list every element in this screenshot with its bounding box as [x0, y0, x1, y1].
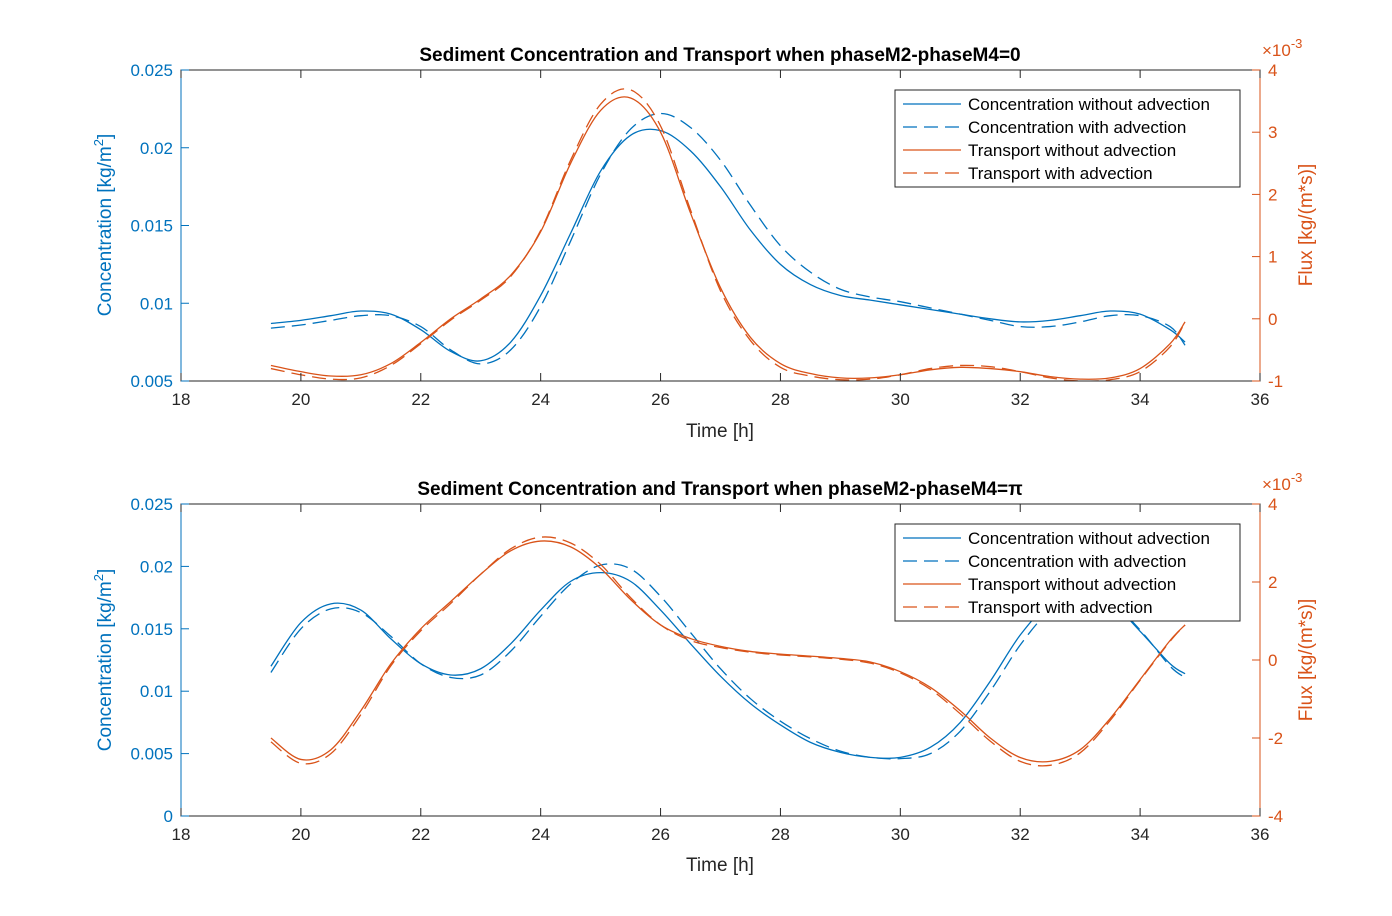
x-tick-label: 34 [1131, 390, 1150, 409]
x-ticks: 18 20 22 24 26 28 30 32 34 36 [172, 70, 1270, 409]
x-tick-label: 26 [651, 825, 670, 844]
x-tick-label: 18 [172, 825, 191, 844]
y-right-tick-label: 0 [1268, 651, 1277, 670]
y-left-label-close: ] [95, 569, 116, 574]
legend-entry: Transport with advection [968, 164, 1153, 183]
y-left-ticks: 0 0.005 0.01 0.015 0.02 0.025 [130, 495, 189, 826]
x-tick-label: 20 [291, 390, 310, 409]
x-tick-label: 24 [531, 390, 550, 409]
y-left-tick-label: 0.02 [140, 557, 173, 576]
y-right-tick-label: 2 [1268, 573, 1277, 592]
exponent-power: -3 [1291, 36, 1303, 51]
series-line-0 [270, 128, 1186, 362]
chart-title: Sediment Concentration and Transport whe… [419, 45, 1020, 66]
y-left-label-sup: 2 [91, 139, 106, 146]
x-tick-label: 24 [531, 825, 550, 844]
y-left-axis-label: Concentration [kg/m2] [91, 134, 116, 317]
x-tick-label: 22 [411, 390, 430, 409]
y-left-label-sup: 2 [91, 574, 106, 581]
x-tick-label: 20 [291, 825, 310, 844]
x-tick-label: 30 [891, 825, 910, 844]
x-ticks: 18 20 22 24 26 28 30 32 34 36 [172, 504, 1270, 844]
y-right-ticks: -1 0 1 2 3 4 [1252, 61, 1283, 391]
x-tick-label: 34 [1131, 825, 1150, 844]
y-right-tick-label: -1 [1268, 372, 1283, 391]
x-axis-label: Time [h] [686, 421, 754, 442]
legend-entry: Transport without advection [968, 141, 1176, 160]
y-left-tick-label: 0.01 [140, 294, 173, 313]
series-line-3 [270, 88, 1186, 381]
y-left-axis-label: Concentration [kg/m2] [91, 569, 116, 752]
x-tick-label: 32 [1011, 390, 1030, 409]
y-left-tick-label: 0.025 [130, 61, 173, 80]
y-right-tick-label: 1 [1268, 248, 1277, 267]
x-tick-label: 26 [651, 390, 670, 409]
x-tick-label: 28 [771, 825, 790, 844]
exponent-power: -3 [1291, 470, 1303, 485]
x-tick-label: 32 [1011, 825, 1030, 844]
y-left-tick-label: 0.01 [140, 682, 173, 701]
series-line-3 [270, 536, 1186, 767]
y-right-tick-label: 2 [1268, 185, 1277, 204]
legend: Concentration without advection Concentra… [894, 523, 1241, 622]
y-right-tick-label: 4 [1268, 61, 1277, 80]
x-tick-label: 36 [1251, 825, 1270, 844]
series-layer [270, 88, 1186, 381]
chart-top: Sediment Concentration and Transport whe… [91, 36, 1317, 442]
y-left-tick-label: 0.005 [130, 372, 173, 391]
x-tick-label: 22 [411, 825, 430, 844]
y-right-ticks: -4 -2 0 2 4 [1252, 495, 1283, 826]
y-left-tick-label: 0.005 [130, 745, 173, 764]
legend-entry: Transport without advection [968, 575, 1176, 594]
chart-title: Sediment Concentration and Transport whe… [417, 479, 1023, 500]
y-left-tick-label: 0.015 [130, 217, 173, 236]
y-left-label-close: ] [95, 134, 116, 139]
y-left-label-base: Concentration [kg/m [95, 581, 116, 751]
legend-box [894, 523, 1241, 622]
y-right-exponent: ×10-3 [1262, 36, 1302, 60]
exponent-base: ×10 [1262, 475, 1291, 494]
y-right-tick-label: 4 [1268, 495, 1277, 514]
legend-entry: Concentration without advection [968, 529, 1210, 548]
y-right-tick-label: 0 [1268, 310, 1277, 329]
y-left-tick-label: 0.02 [140, 139, 173, 158]
legend-entry: Concentration with advection [968, 552, 1186, 571]
x-tick-label: 36 [1251, 390, 1270, 409]
y-right-axis-label: Flux [kg/(m*s)] [1296, 164, 1317, 286]
x-axis-label: Time [h] [686, 855, 754, 876]
y-left-tick-label: 0.025 [130, 495, 173, 514]
y-right-tick-label: -2 [1268, 729, 1283, 748]
legend: Concentration without advection Concentra… [894, 89, 1241, 188]
x-tick-label: 30 [891, 390, 910, 409]
y-right-axis-label: Flux [kg/(m*s)] [1296, 599, 1317, 721]
legend-box [894, 89, 1241, 188]
legend-entry: Concentration without advection [968, 95, 1210, 114]
legend-entry: Transport with advection [968, 598, 1153, 617]
y-left-tick-label: 0.015 [130, 620, 173, 639]
y-right-exponent: ×10-3 [1262, 470, 1302, 494]
y-right-tick-label: 3 [1268, 123, 1277, 142]
x-tick-label: 28 [771, 390, 790, 409]
y-left-ticks: 0.005 0.01 0.015 0.02 0.025 [130, 61, 189, 391]
series-line-1 [270, 112, 1186, 365]
series-line-2 [270, 96, 1186, 380]
legend-entry: Concentration with advection [968, 118, 1186, 137]
chart-bottom: Sediment Concentration and Transport whe… [91, 470, 1317, 876]
y-left-tick-label: 0 [164, 807, 173, 826]
y-left-label-base: Concentration [kg/m [95, 146, 116, 316]
x-tick-label: 18 [172, 390, 191, 409]
exponent-base: ×10 [1262, 41, 1291, 60]
y-right-tick-label: -4 [1268, 807, 1283, 826]
series-line-2 [270, 540, 1186, 763]
